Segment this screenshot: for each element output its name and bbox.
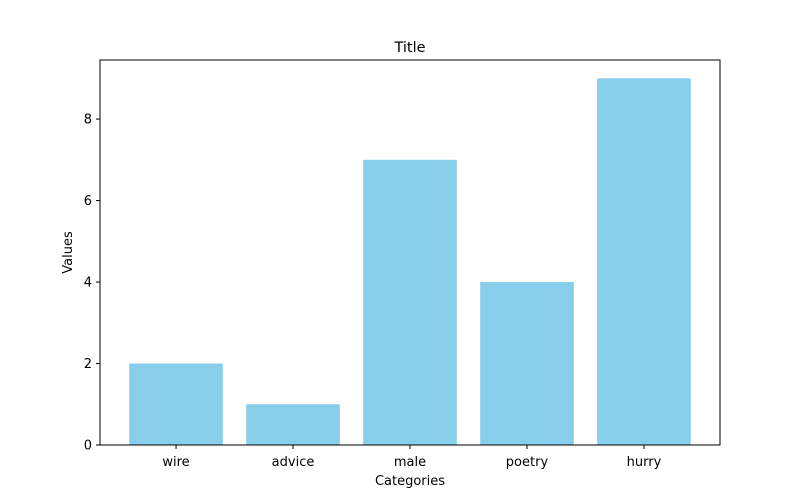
y-tick-label-0: 0 — [84, 439, 92, 454]
x-tick-label-male: male — [394, 455, 426, 470]
x-axis-label: Categories — [375, 474, 445, 489]
x-tick-label-wire: wire — [162, 455, 189, 470]
x-axis: wire advice male poetry hurry — [162, 445, 662, 470]
chart-title: Title — [393, 40, 425, 56]
plot-frame — [99, 59, 721, 446]
bar-advice — [246, 404, 340, 445]
bar-poetry — [480, 282, 574, 445]
bar-hurry — [597, 78, 691, 445]
bars-layer — [129, 78, 691, 445]
bar-wire — [129, 363, 223, 445]
x-tick-label-advice: advice — [272, 455, 315, 470]
y-axis: 0 2 4 6 8 — [84, 113, 100, 454]
y-tick-label-2: 2 — [84, 357, 92, 372]
bar-male — [363, 159, 457, 445]
y-tick-label-8: 8 — [84, 113, 92, 128]
y-tick-label-4: 4 — [84, 276, 92, 291]
x-tick-label-hurry: hurry — [627, 455, 662, 470]
x-tick-label-poetry: poetry — [506, 455, 549, 470]
y-tick-label-6: 6 — [84, 194, 92, 209]
y-axis-label: Values — [61, 231, 76, 274]
